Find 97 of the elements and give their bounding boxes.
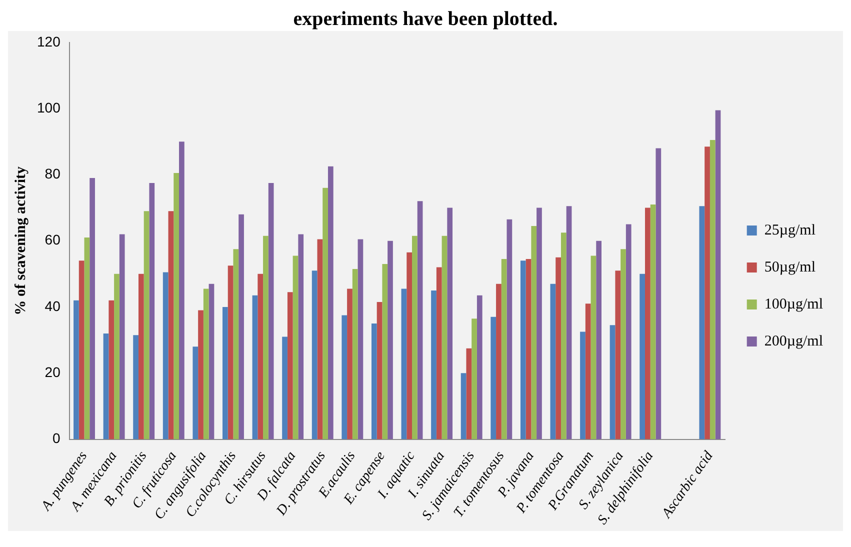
bar [222, 306, 228, 440]
bar [442, 236, 448, 440]
y-tick-label: 60 [44, 232, 61, 248]
bar [149, 182, 155, 440]
legend-label: 50µg/ml [764, 259, 816, 276]
bar [645, 208, 650, 440]
y-tick-label: 0 [52, 430, 61, 446]
bar [590, 256, 596, 440]
bar [550, 284, 556, 440]
bar [412, 236, 418, 440]
bar [476, 295, 482, 440]
bar [282, 336, 288, 440]
bar [376, 302, 382, 440]
bar [74, 300, 79, 440]
bar [352, 268, 358, 440]
bar [472, 318, 477, 440]
bar [566, 206, 572, 440]
bar [640, 274, 646, 440]
bar [710, 140, 716, 440]
y-tick-label: 40 [44, 298, 61, 314]
bar [699, 206, 705, 440]
bar [78, 260, 84, 440]
legend-label: 25µg/ml [764, 222, 816, 238]
bar [168, 211, 174, 440]
bar [436, 267, 442, 440]
bar [585, 304, 591, 440]
bar [138, 274, 144, 440]
bar [103, 333, 109, 440]
bar [108, 300, 114, 440]
bar [179, 142, 184, 440]
bar [328, 166, 334, 440]
bar [268, 182, 274, 440]
bar [382, 264, 388, 440]
bar [312, 270, 318, 440]
bar [263, 236, 268, 440]
bar [198, 310, 204, 440]
bar [208, 284, 214, 440]
bar [347, 288, 352, 440]
bar [626, 224, 632, 440]
bar [615, 270, 621, 440]
legend-label: 200µg/ml [764, 333, 824, 350]
bar [520, 260, 526, 440]
bar [580, 332, 586, 440]
bar [506, 219, 512, 440]
bar [650, 204, 656, 440]
bar [526, 259, 532, 440]
legend-label: 100µg/ml [764, 296, 824, 312]
bar [536, 208, 542, 440]
bar [90, 178, 95, 440]
bar [447, 208, 453, 440]
bar [358, 239, 364, 440]
bar [298, 234, 304, 440]
bar [292, 256, 298, 440]
bar [114, 274, 120, 440]
bar [119, 234, 125, 440]
bar [238, 214, 244, 440]
bar [342, 315, 348, 440]
bar [556, 257, 561, 440]
bar [460, 373, 466, 440]
y-tick-label: 120 [37, 33, 61, 50]
bar [417, 201, 423, 440]
y-tick-label: 80 [44, 166, 61, 182]
bar [401, 288, 407, 440]
bar [490, 316, 496, 440]
bar [174, 173, 180, 440]
bar [501, 259, 507, 440]
bar [431, 290, 436, 440]
bar [496, 284, 502, 440]
bar [317, 239, 323, 440]
bar [233, 249, 239, 440]
bar [656, 148, 662, 440]
bar [560, 232, 566, 440]
bar [258, 274, 264, 440]
bar [371, 324, 377, 440]
bar [144, 211, 150, 440]
bar [406, 252, 412, 440]
bar [84, 238, 90, 440]
y-axis-title: % of scavening activity [12, 166, 29, 316]
y-tick-label: 100 [37, 99, 61, 116]
bar [620, 249, 626, 440]
bar [531, 226, 537, 440]
bar [252, 295, 258, 440]
bar [466, 348, 472, 440]
bar [162, 272, 168, 440]
chart-title: experiments have been plotted. [8, 8, 843, 31]
bar [133, 335, 138, 440]
bar [610, 325, 616, 440]
bar [228, 266, 234, 440]
bar [388, 240, 393, 440]
bar [192, 346, 198, 440]
y-tick-label: 20 [44, 364, 61, 380]
bar [322, 188, 328, 440]
bar [203, 288, 209, 440]
bar [596, 240, 602, 440]
bar [287, 292, 293, 440]
bar [704, 146, 710, 440]
bar [715, 110, 721, 440]
